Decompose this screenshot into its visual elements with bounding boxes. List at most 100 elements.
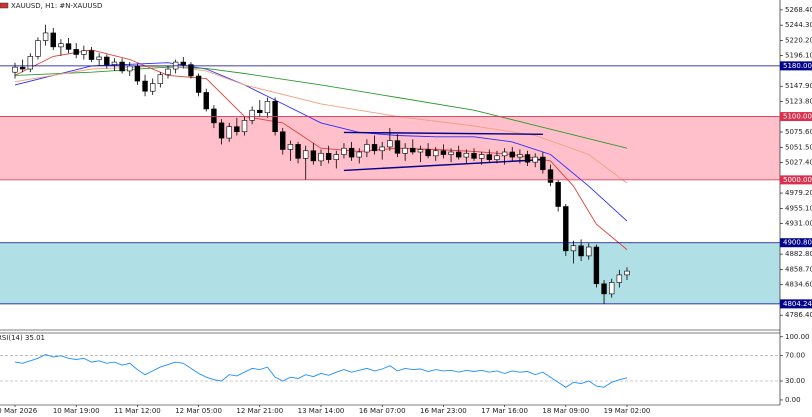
x-tick-label: 16 Mar 23:00 — [420, 407, 467, 415]
zone — [0, 242, 780, 304]
x-tick-label: 17 Mar 16:00 — [481, 407, 528, 415]
candle-body — [142, 80, 148, 92]
candle-body — [433, 150, 439, 157]
moving-average — [14, 49, 628, 250]
candle-body — [455, 151, 462, 158]
candle-body — [19, 66, 26, 70]
candle-body — [81, 50, 87, 55]
y-tick-label: 5268.40 — [785, 6, 812, 14]
candle-body — [218, 122, 225, 139]
candle-body — [195, 75, 202, 93]
y-tick-label: 5027.40 — [785, 159, 812, 167]
candle-body — [471, 152, 477, 159]
candle-body — [540, 156, 546, 171]
level-label-bg — [780, 238, 812, 248]
candle-body — [517, 154, 523, 158]
x-tick-label: 19 Mar 02:00 — [604, 407, 651, 415]
candle-body — [478, 154, 485, 159]
candle-body — [211, 108, 217, 124]
candle-body — [608, 282, 615, 295]
level-label-bg — [780, 175, 812, 185]
y-tick-label: 4834.60 — [785, 281, 812, 289]
y-tick-label: 5123.80 — [785, 97, 812, 105]
candle-body — [134, 65, 141, 82]
y-tick-label: 4955.10 — [785, 204, 812, 212]
candle-body — [410, 147, 416, 153]
plot — [12, 24, 630, 305]
candle-body — [295, 144, 301, 159]
y-tick-label: 4882.80 — [785, 250, 812, 258]
candle-body — [371, 144, 378, 152]
rsi-tick-label: 30.00 — [785, 377, 805, 385]
candle-body — [509, 151, 515, 158]
x-tick-label: 10 Mar 19:00 — [53, 407, 100, 415]
candle-body — [280, 131, 286, 150]
candle-body — [494, 155, 500, 160]
candle-body — [249, 109, 255, 121]
level-label: 5180.00 — [783, 62, 812, 70]
y-tick-label: 4979.20 — [785, 189, 812, 197]
candle-body — [188, 64, 194, 77]
y-tick-label: 5075.60 — [785, 128, 812, 136]
candle-body — [417, 149, 424, 153]
candle-body — [302, 150, 309, 159]
candle-body — [501, 151, 508, 157]
candle-body — [425, 149, 431, 157]
candle-body — [325, 152, 332, 160]
candle-body — [486, 154, 492, 160]
rsi-tick-label: 100.00 — [785, 333, 810, 341]
candle-body — [226, 126, 232, 139]
candle-body — [73, 49, 79, 55]
y-tick-label: 4931.00 — [785, 220, 812, 228]
candle-body — [524, 154, 531, 163]
candle-body — [310, 150, 317, 162]
candle-body — [12, 66, 18, 73]
candle-body — [150, 83, 156, 92]
candle-body — [379, 146, 385, 152]
x-tick-label: 18 Mar 09:00 — [542, 407, 589, 415]
candle-body — [563, 206, 569, 252]
x-tick-label: 13 Mar 14:00 — [298, 407, 345, 415]
candle-body — [50, 32, 56, 48]
candle-body — [35, 40, 41, 57]
y-tick-label: 4858.70 — [785, 265, 812, 273]
y-tick-label: 5244.30 — [785, 21, 812, 29]
candle-body — [341, 147, 347, 155]
y-tick-label: 5147.90 — [785, 82, 812, 90]
x-tick-label: 11 Mar 12:00 — [114, 407, 161, 415]
moving-average — [14, 65, 628, 184]
symbol-icon — [0, 2, 9, 9]
candle-body — [180, 61, 186, 65]
candle-body — [119, 61, 125, 72]
candle-body — [27, 56, 33, 70]
candle-body — [333, 154, 339, 160]
candle-body — [157, 74, 164, 84]
candle-body — [348, 147, 355, 158]
x-tick-label: 12 Mar 21:00 — [236, 407, 283, 415]
candle-body — [593, 246, 600, 285]
candle-body — [394, 140, 401, 154]
candle-body — [448, 151, 454, 155]
candle-body — [96, 56, 102, 60]
rsi-tick-label: 0.00 — [785, 396, 801, 404]
y-tick-label: 4786.40 — [785, 311, 812, 319]
level-label: 4804.24 — [783, 300, 812, 308]
candle-body — [616, 274, 623, 283]
candle-body — [104, 56, 110, 65]
candle-body — [111, 61, 118, 65]
candle-body — [440, 150, 447, 155]
candle-body — [463, 152, 470, 158]
candle-body — [555, 182, 561, 207]
candle-body — [578, 245, 584, 257]
rsi-tick-label: 70.00 — [785, 352, 805, 360]
candle-body — [287, 144, 294, 150]
x-tick-label: 16 Mar 07:00 — [359, 407, 406, 415]
candle-body — [257, 109, 263, 114]
candle-body — [601, 283, 607, 295]
candle-body — [624, 270, 630, 276]
chart-title: XAUUSD, H1: #N-XAUUSD — [11, 2, 102, 10]
trendline — [343, 131, 543, 135]
candle-body — [586, 246, 592, 257]
y-tick-label: 5196.10 — [785, 52, 812, 60]
